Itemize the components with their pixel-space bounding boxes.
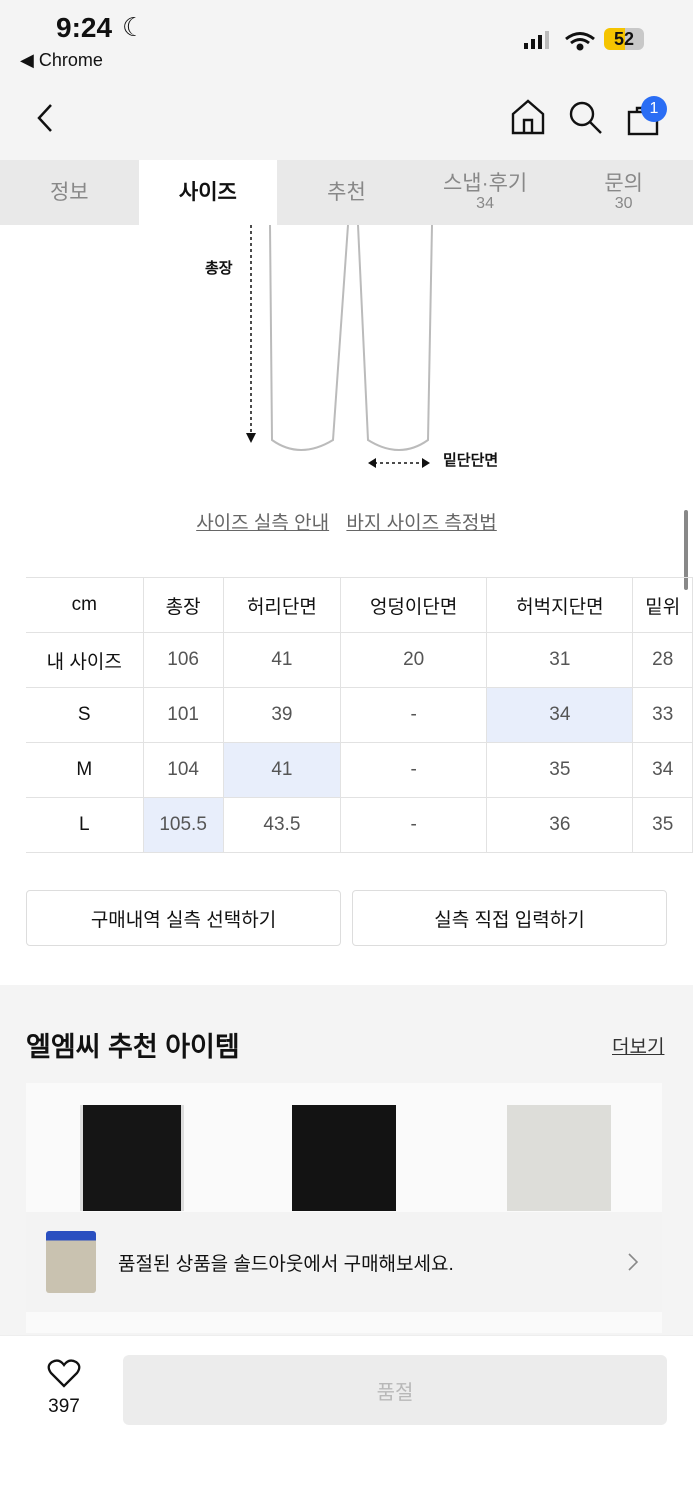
cell: 101 [142,687,224,743]
tab-label: 문의 [604,172,643,196]
tab-count: 34 [476,195,494,213]
guide-links: 사이즈 실측 안내 바지 사이즈 측정법 [0,508,693,535]
tab-inquiry[interactable]: 문의 30 [554,160,693,225]
header-cell: 엉덩이단면 [340,577,488,633]
tab-size[interactable]: 사이즈 [138,160,278,225]
soldout-banner[interactable]: 품절된 상품을 솔드아웃에서 구매해보세요. [26,1212,662,1312]
back-to-app[interactable]: ◀ Chrome [20,50,103,70]
cell: M [26,742,144,798]
length-label: 총장 [205,260,233,277]
cell: - [340,797,488,853]
size-guide-link[interactable]: 사이즈 실측 안내 [196,513,330,534]
cell: 내 사이즈 [26,632,144,688]
scrollbar[interactable] [684,510,688,590]
table-header-row: cm 총장 허리단면 엉덩이단면 허벅지단면 밑위 [26,577,693,633]
search-icon[interactable] [568,100,604,136]
tab-label: 사이즈 [178,180,237,204]
table-row: S 101 39-34 33 [26,687,693,743]
top-bar [0,0,693,160]
cell: - [340,742,488,798]
banner-text: 품절된 상품을 솔드아웃에서 구매해보세요. [118,1253,454,1275]
product-image-1[interactable] [80,1105,184,1211]
header-cell: 허벅지단면 [486,577,634,633]
header-cell: 밑위 [632,577,693,633]
cell: S [26,687,144,743]
recommend-title: 엘엠씨 추천 아이템 [26,1032,240,1062]
tab-label: 추천 [327,180,366,204]
chevron-right-icon [628,1253,639,1271]
cell: 41 [222,632,342,688]
header-cell: 허리단면 [222,577,342,633]
cell: 39 [222,687,342,743]
product-image-2[interactable] [292,1105,396,1211]
header-cell: cm [26,577,144,633]
cell: 33 [632,687,693,743]
more-link[interactable]: 더보기 [612,1037,665,1058]
soldout-button: 품절 [123,1355,667,1425]
table-row: M 104 41-35 34 [26,742,693,798]
home-icon[interactable] [510,98,546,136]
tab-recommend[interactable]: 추천 [277,160,416,225]
tab-count: 30 [614,195,633,213]
header-cell: 총장 [142,577,224,633]
highlighted-cell: 41 [222,742,342,798]
measure-guide-link[interactable]: 바지 사이즈 측정법 [346,513,497,534]
tab-info[interactable]: 정보 [0,160,139,225]
tab-snap-review[interactable]: 스냅·후기 34 [416,160,555,225]
cell: 31 [486,632,634,688]
back-chevron-icon[interactable] [34,102,56,134]
cell: 28 [632,632,693,688]
status-icons [524,31,595,51]
moon-icon: ☾ [122,12,146,42]
cell: - [340,687,488,743]
wifi-icon [565,32,595,51]
highlighted-cell: 105.5 [142,797,224,853]
cell: 34 [632,742,693,798]
status-time: 9:24 [56,12,113,43]
cell: 43.5 [222,797,342,853]
table-row: L 105.5 43.5-36 35 [26,797,693,853]
cell: 35 [632,797,693,853]
cell: 20 [340,632,488,688]
tab-label: 스냅·후기 [442,172,528,196]
highlighted-cell: 34 [486,687,634,743]
direct-input-button[interactable]: 실측 직접 입력하기 [352,890,667,946]
like-count: 397 [48,1396,80,1417]
cell: 104 [142,742,224,798]
tab-bar: 정보 사이즈 추천 스냅·후기 34 문의 30 [0,160,693,225]
battery-indicator: 52 [604,28,644,50]
product-image-3[interactable] [507,1105,611,1211]
heart-icon[interactable] [47,1358,81,1388]
hem-label: 밑단단면 [443,452,499,469]
back-app-label: Chrome [38,50,103,70]
banner-thumbnail [46,1231,96,1293]
cell: 106 [142,632,224,688]
cell: 35 [486,742,634,798]
cell: L [26,797,144,853]
cart-badge: 1 [641,96,667,122]
pants-diagram [246,225,433,468]
cell: 36 [486,797,634,853]
tab-label: 정보 [49,180,89,204]
signal-icon [524,31,549,49]
table-row: 내 사이즈 106 41 20 31 28 [26,632,693,688]
select-purchase-button[interactable]: 구매내역 실측 선택하기 [26,890,341,946]
